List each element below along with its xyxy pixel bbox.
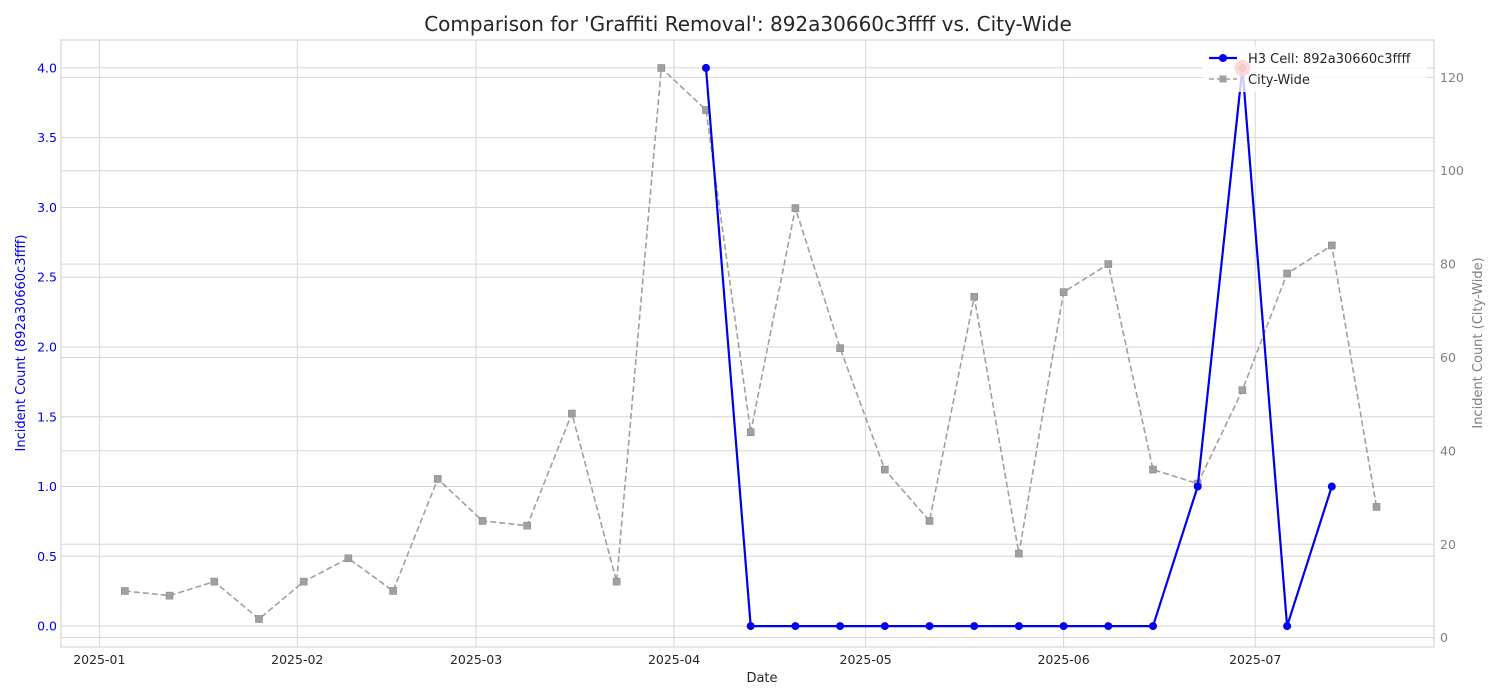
legend-box [1203, 46, 1427, 92]
city-wide-point [1059, 288, 1068, 296]
h3-cell-point [1283, 622, 1292, 631]
city-wide-point [1149, 465, 1157, 474]
city-wide-point [523, 521, 531, 530]
left-y-tick-label: 0.5 [37, 549, 57, 564]
h3-cell-point [925, 622, 934, 631]
legend-city-marker [1219, 75, 1227, 83]
left-y-tick-label: 1.5 [37, 409, 57, 424]
x-tick-label: 2025-06 [1037, 652, 1089, 667]
h3-cell-point [1193, 482, 1202, 491]
city-wide-point [970, 293, 979, 301]
right-y-tick-label: 100 [1440, 163, 1464, 178]
city-wide-point [1372, 503, 1381, 511]
right-y-tick-label: 80 [1440, 257, 1456, 272]
city-wide-point [165, 591, 174, 600]
h3-cell-point [1149, 622, 1158, 631]
h3-cell-point [1059, 622, 1068, 631]
city-wide-point [746, 428, 755, 437]
left-y-tick-label: 3.0 [37, 200, 57, 215]
plot-frame [60, 39, 1435, 648]
city-wide-point [478, 517, 487, 525]
h3-cell-point [1104, 622, 1113, 631]
left-y-tick-label: 1.0 [37, 479, 57, 494]
legend-h3-label: H3 Cell: 892a30660c3ffff [1248, 52, 1411, 67]
h3-cell-point [880, 622, 889, 631]
city-wide-point [568, 409, 576, 418]
city-wide-point [880, 465, 889, 474]
city-wide-point [433, 475, 442, 483]
left-axis-title: Incident Count (892a30660c3ffff) [14, 235, 29, 452]
right-y-tick-label: 0 [1440, 630, 1448, 645]
city-wide-point [255, 615, 263, 623]
city-wide-point [299, 577, 308, 586]
city-wide-line [124, 66, 1378, 621]
x-axis-title: Date [746, 671, 777, 686]
x-tick-label: 2025-01 [73, 652, 125, 667]
city-wide-point [1328, 241, 1336, 250]
h3-cell-point [1014, 622, 1023, 631]
left-y-tick-label: 2.5 [37, 270, 57, 285]
x-tick-label: 2025-05 [840, 652, 892, 667]
city-wide-point [1104, 260, 1113, 268]
city-wide-point [925, 517, 934, 525]
x-tick-label: 2025-07 [1229, 652, 1281, 667]
left-y-tick-label: 0.0 [37, 619, 57, 634]
right-axis-title: Incident Count (City-Wide) [1471, 257, 1486, 428]
city-wide-point [210, 577, 219, 586]
city-wide-point [1015, 549, 1023, 558]
city-wide-point [791, 204, 800, 212]
right-y-tick-label: 20 [1440, 537, 1456, 552]
h3-cell-point [746, 622, 755, 631]
grid-lines [61, 40, 1434, 647]
city-wide-point [657, 64, 666, 72]
city-wide-point [344, 554, 353, 563]
h3-cell-point [836, 622, 845, 631]
legend-city-label: City-Wide [1248, 73, 1310, 88]
city-wide-point [1283, 269, 1291, 278]
chart-title: Comparison for 'Graffiti Removal': 892a3… [424, 12, 1072, 36]
city-wide-point [836, 344, 844, 352]
right-y-tick-label: 120 [1440, 70, 1464, 85]
city-wide-point [1238, 386, 1247, 394]
city-wide-point [389, 587, 397, 595]
h3-cell-point [701, 63, 710, 72]
h3-cell-point [1327, 482, 1336, 491]
h3-cell-point [970, 622, 979, 631]
left-y-tick-label: 4.0 [37, 60, 57, 75]
right-y-tick-label: 60 [1440, 350, 1456, 365]
x-tick-label: 2025-02 [271, 652, 323, 667]
right-y-tick-label: 40 [1440, 443, 1456, 458]
left-y-tick-label: 2.0 [37, 339, 57, 354]
h3-cell-point [791, 622, 800, 631]
left-y-tick-label: 3.5 [37, 130, 57, 145]
x-tick-label: 2025-04 [648, 652, 700, 667]
legend-h3-marker [1219, 54, 1227, 62]
x-tick-label: 2025-03 [450, 652, 502, 667]
city-wide-point [121, 587, 129, 595]
legend: H3 Cell: 892a30660c3ffff City-Wide [1203, 46, 1427, 92]
city-wide-point [612, 577, 621, 586]
axes-layer: 2025-01 2025-02 2025-03 2025-04 2025-05 2025-… [37, 60, 1464, 667]
